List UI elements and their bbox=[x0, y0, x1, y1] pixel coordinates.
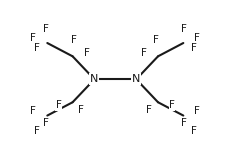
Text: F: F bbox=[181, 118, 187, 128]
Text: N: N bbox=[90, 74, 99, 84]
Text: F: F bbox=[194, 33, 200, 43]
Text: F: F bbox=[191, 43, 197, 53]
Text: F: F bbox=[43, 24, 49, 34]
Text: F: F bbox=[34, 43, 40, 53]
Text: F: F bbox=[30, 106, 36, 116]
Text: F: F bbox=[141, 48, 147, 58]
Text: F: F bbox=[78, 105, 84, 115]
Text: F: F bbox=[146, 105, 152, 115]
Text: F: F bbox=[43, 118, 49, 128]
Text: F: F bbox=[169, 100, 175, 110]
Text: F: F bbox=[56, 100, 62, 110]
Text: N: N bbox=[132, 74, 140, 84]
Text: F: F bbox=[181, 24, 187, 34]
Text: F: F bbox=[191, 126, 197, 136]
Text: F: F bbox=[34, 126, 40, 136]
Text: F: F bbox=[194, 106, 200, 116]
Text: F: F bbox=[30, 33, 36, 43]
Text: F: F bbox=[153, 35, 159, 45]
Text: F: F bbox=[84, 48, 90, 58]
Text: F: F bbox=[71, 35, 77, 45]
